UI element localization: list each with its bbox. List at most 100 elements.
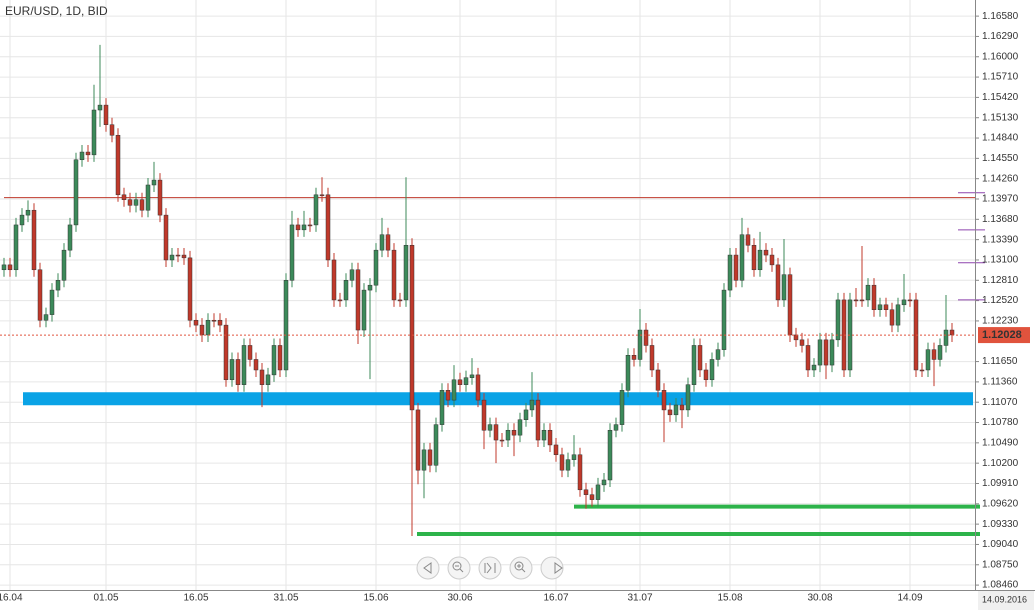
x-tick-label: 14.09	[897, 593, 922, 604]
x-tick-label: 16.04	[0, 593, 23, 604]
candle-body	[523, 409, 529, 420]
candle-body	[673, 404, 679, 416]
candle-body	[613, 424, 619, 431]
candle-body	[103, 104, 109, 125]
candle-body	[259, 369, 265, 385]
zoom-in-button[interactable]	[509, 556, 533, 580]
candle-body	[859, 299, 865, 302]
candle-body	[373, 249, 379, 286]
candle-body	[511, 429, 517, 436]
candle-body	[223, 324, 229, 381]
candle-body	[943, 329, 949, 346]
candle-body	[745, 234, 751, 246]
y-tick-label: 1.13100	[982, 255, 1019, 266]
candle-body	[421, 449, 427, 471]
zoom-out-button[interactable]	[447, 556, 471, 580]
y-tick-label: 1.15420	[982, 92, 1019, 103]
candle-body	[727, 254, 733, 291]
candle-body	[559, 454, 565, 471]
y-tick-label: 1.10490	[982, 437, 1019, 448]
candle-body	[775, 264, 781, 301]
candle-body	[73, 159, 79, 226]
arrow-icons	[423, 562, 563, 574]
y-tick-label: 1.13680	[982, 214, 1019, 225]
y-tick-label: 1.08750	[982, 559, 1019, 570]
candle-body	[883, 304, 889, 310]
candle-body	[685, 384, 691, 411]
x-tick-label: 16.07	[543, 593, 568, 604]
candle-body	[13, 224, 19, 271]
candle-body	[175, 254, 181, 257]
chart-title: EUR/USD, 1D, BID	[5, 4, 108, 18]
y-tick-label: 1.13970	[982, 194, 1019, 205]
candle-body	[187, 257, 193, 321]
candle-body	[751, 244, 757, 271]
candle-body	[199, 324, 205, 336]
x-tick-label: 31.05	[273, 593, 298, 604]
y-tick-label: 1.11650	[982, 356, 1018, 367]
candle-body	[493, 424, 499, 441]
y-tick-label: 1.15130	[982, 112, 1019, 123]
candle-body	[535, 399, 541, 441]
candle-body	[829, 339, 835, 366]
candle-body	[145, 184, 151, 211]
candle-body	[283, 280, 289, 371]
candle-body	[205, 319, 211, 336]
candle-body	[607, 429, 613, 481]
reset-button[interactable]	[478, 556, 502, 580]
candle-body	[505, 429, 511, 441]
candle-body	[19, 214, 25, 226]
x-tick-label: 31.07	[627, 593, 652, 604]
candle-body	[625, 355, 631, 391]
candle-body	[355, 269, 361, 331]
candle-body	[307, 224, 313, 227]
candle-body	[43, 314, 49, 321]
candle-body	[439, 390, 445, 425]
y-tick-label: 1.16000	[982, 51, 1019, 62]
zoom-icons	[452, 561, 526, 574]
scroll-right-button[interactable]	[540, 556, 564, 580]
y-tick-label: 1.16580	[982, 11, 1019, 22]
candle-body	[697, 345, 703, 371]
candle-body	[823, 339, 829, 366]
candle-body	[139, 199, 145, 211]
candle-body	[181, 254, 187, 259]
candle-body	[643, 329, 649, 346]
current-price-badge	[978, 327, 1030, 344]
y-tick-label: 1.15710	[982, 72, 1019, 83]
candle-body	[793, 334, 799, 341]
candle-body	[157, 179, 163, 216]
candle-body	[481, 399, 487, 431]
candle-body	[817, 339, 823, 366]
candle-body	[271, 345, 277, 376]
candle-body	[49, 289, 55, 315]
candle-body	[265, 374, 271, 385]
candle-body	[151, 179, 157, 186]
navigation-buttons	[416, 556, 564, 580]
x-tick-label: 15.06	[363, 593, 388, 604]
candle-body	[127, 199, 133, 206]
candle-body	[169, 254, 175, 261]
candle-body	[877, 304, 883, 310]
candle-body	[229, 359, 235, 381]
candle-body	[97, 104, 103, 111]
candle-body	[541, 429, 547, 441]
y-tick-label: 1.12520	[982, 295, 1019, 306]
candle-body	[601, 479, 607, 486]
candle-body	[241, 345, 247, 385]
candle-body	[325, 194, 331, 261]
candle-body	[349, 269, 355, 281]
y-tick-label: 1.09040	[982, 539, 1019, 550]
candle-body	[31, 209, 37, 271]
candle-body	[475, 374, 481, 401]
candle-body	[811, 364, 817, 371]
candle-body	[25, 209, 31, 216]
candle-body	[301, 224, 307, 231]
scroll-left-button[interactable]	[416, 556, 440, 580]
current-date-label: 14.09.2016	[982, 594, 1027, 604]
candle-body	[385, 234, 391, 251]
x-tick-label: 30.08	[807, 593, 832, 604]
candle-body	[253, 359, 259, 371]
x-tick-label: 30.06	[447, 593, 472, 604]
